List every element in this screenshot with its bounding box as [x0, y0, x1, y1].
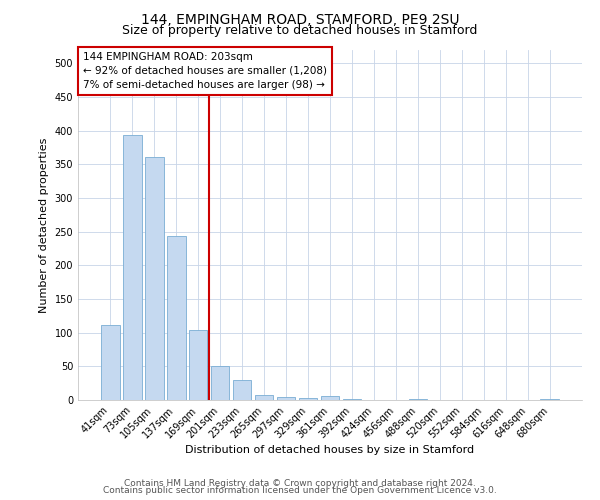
Bar	[233, 380, 251, 400]
Bar	[101, 326, 119, 400]
Bar	[145, 157, 164, 400]
Bar	[299, 398, 317, 400]
Bar	[211, 366, 229, 400]
Bar	[320, 396, 340, 400]
Bar	[189, 330, 208, 400]
Bar	[167, 236, 185, 400]
Bar	[123, 136, 142, 400]
X-axis label: Distribution of detached houses by size in Stamford: Distribution of detached houses by size …	[185, 446, 475, 456]
Text: Size of property relative to detached houses in Stamford: Size of property relative to detached ho…	[122, 24, 478, 37]
Text: 144 EMPINGHAM ROAD: 203sqm
← 92% of detached houses are smaller (1,208)
7% of se: 144 EMPINGHAM ROAD: 203sqm ← 92% of deta…	[83, 52, 327, 90]
Text: Contains HM Land Registry data © Crown copyright and database right 2024.: Contains HM Land Registry data © Crown c…	[124, 478, 476, 488]
Bar	[255, 394, 274, 400]
Bar	[277, 396, 295, 400]
Text: Contains public sector information licensed under the Open Government Licence v3: Contains public sector information licen…	[103, 486, 497, 495]
Y-axis label: Number of detached properties: Number of detached properties	[39, 138, 49, 312]
Text: 144, EMPINGHAM ROAD, STAMFORD, PE9 2SU: 144, EMPINGHAM ROAD, STAMFORD, PE9 2SU	[141, 12, 459, 26]
